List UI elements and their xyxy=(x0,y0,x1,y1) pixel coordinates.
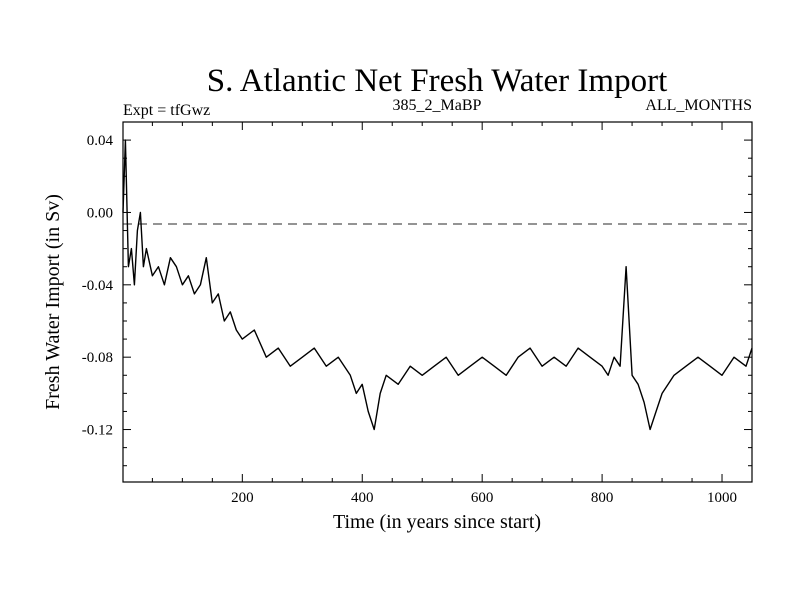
y-tick-label: 0.04 xyxy=(87,133,114,149)
y-tick-label: -0.08 xyxy=(82,350,113,366)
x-tick-labels: 200 400 600 800 1000 xyxy=(231,490,737,506)
y-tick-label: 0.00 xyxy=(87,205,113,221)
experiment-label: Expt = tfGwz xyxy=(123,102,210,119)
y-tick-label: -0.12 xyxy=(82,423,113,439)
plot-frame xyxy=(122,121,753,483)
x-tick-label: 600 xyxy=(471,490,494,506)
x-axis-label: Time (in years since start) xyxy=(333,511,541,533)
y-axis-label: Fresh Water Import (in Sv) xyxy=(42,194,64,410)
x-tick-label: 800 xyxy=(591,490,614,506)
x-tick-label: 1000 xyxy=(707,490,737,506)
chart-title: S. Atlantic Net Fresh Water Import xyxy=(207,63,668,99)
axis-ticks xyxy=(123,122,753,482)
y-tick-labels: 0.04 0.00 -0.04 -0.08 -0.12 xyxy=(82,133,114,438)
months-label: ALL_MONTHS xyxy=(645,97,752,114)
period-label: 385_2_MaBP xyxy=(393,97,482,114)
series-line xyxy=(122,139,753,431)
x-tick-label: 200 xyxy=(231,490,254,506)
y-tick-label: -0.04 xyxy=(82,278,114,294)
x-tick-label: 400 xyxy=(351,490,374,506)
